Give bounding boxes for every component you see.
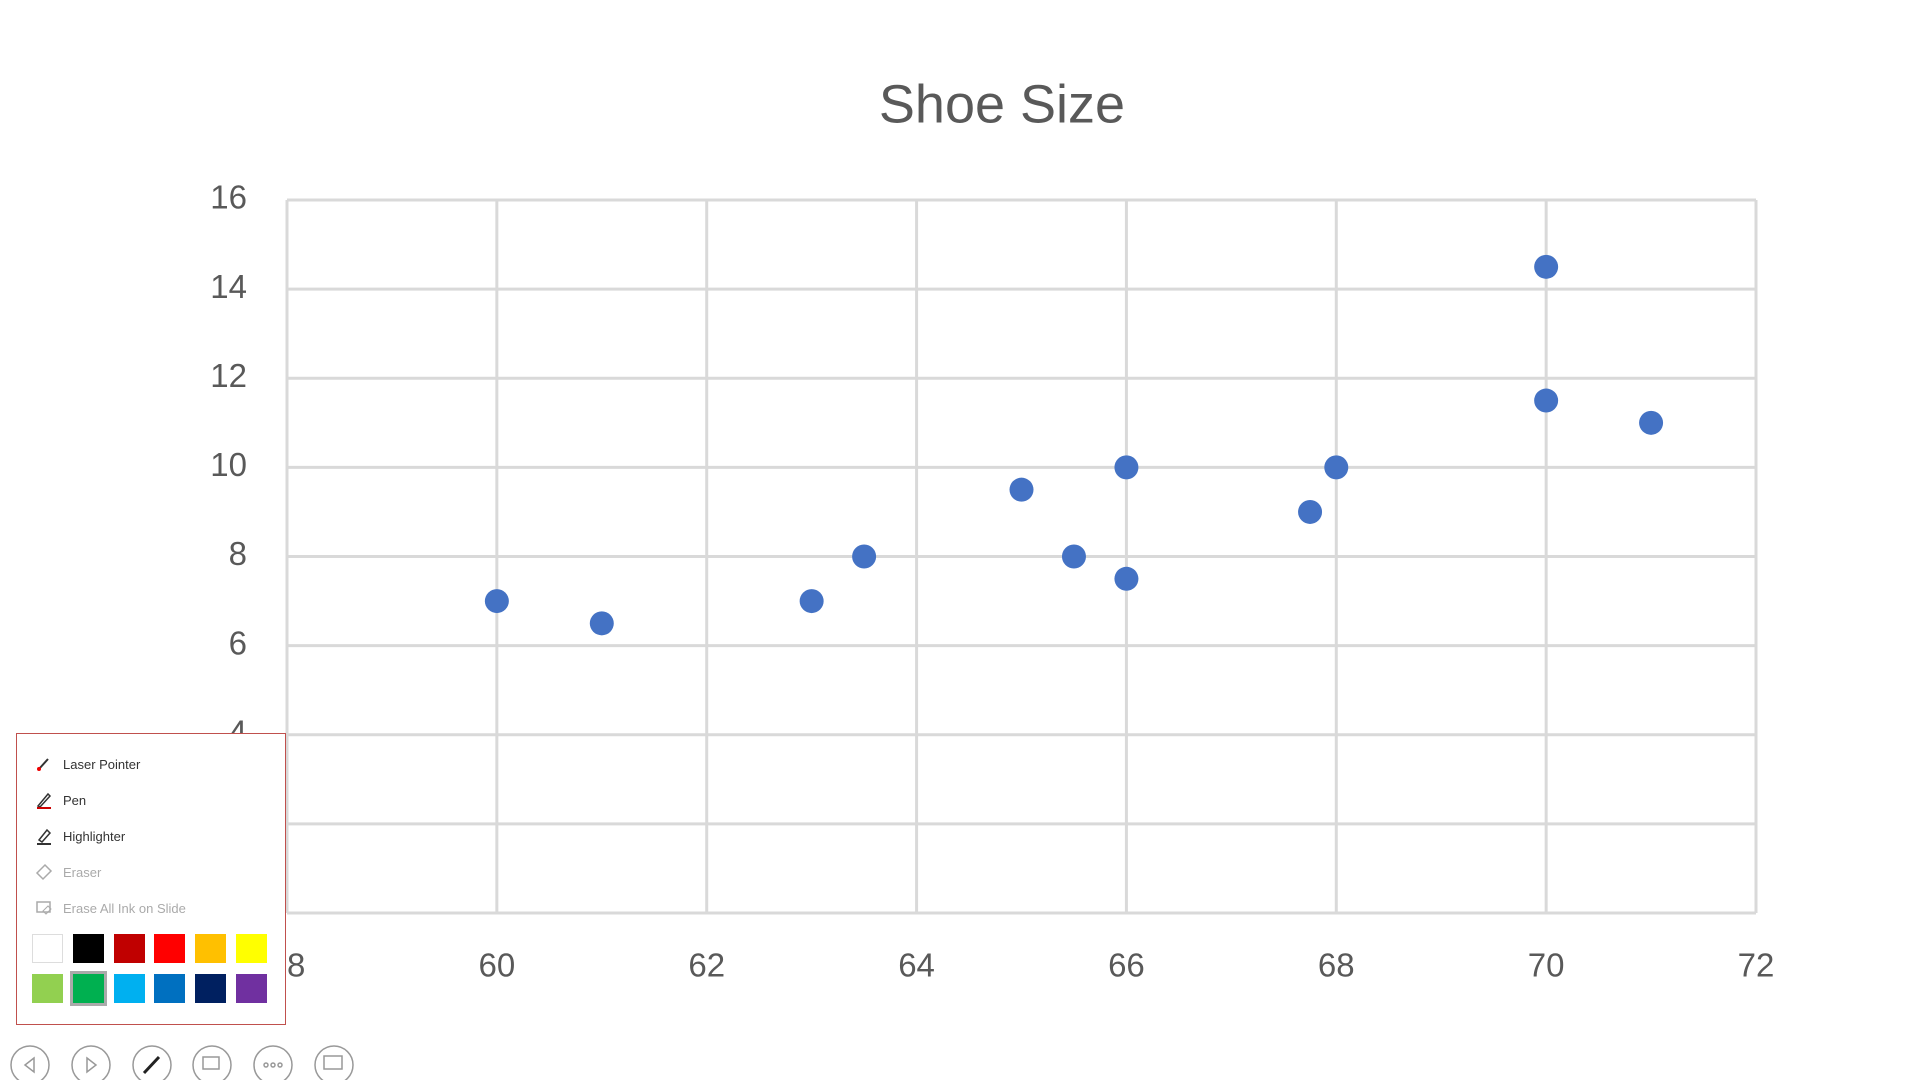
menu-item[interactable]: Highlighter: [35, 824, 125, 848]
color-swatch[interactable]: [154, 974, 185, 1003]
color-swatch[interactable]: [195, 934, 226, 963]
color-swatch[interactable]: [114, 934, 145, 963]
menu-label: Laser Pointer: [63, 756, 141, 772]
chart-title: Shoe Size: [879, 74, 1125, 134]
pointer-menu: Laser Pointer Pen Highlighter Eraser Era…: [16, 733, 286, 1025]
icon: [37, 828, 52, 845]
point: [1061, 544, 1086, 569]
y-tick-label: 8: [229, 535, 247, 572]
y-tick-label: 12: [210, 357, 247, 394]
point: [1324, 455, 1349, 480]
point: [1534, 388, 1559, 413]
y-tick-label: 16: [210, 179, 247, 216]
menu-item[interactable]: Eraser: [35, 860, 101, 884]
menu-item[interactable]: Erase All Ink on Slide: [35, 896, 186, 920]
color-swatch[interactable]: [73, 934, 104, 963]
next-button[interactable]: [71, 1045, 111, 1080]
point: [1114, 455, 1139, 480]
slideshow-toolbar: [10, 1045, 354, 1080]
pen-button[interactable]: [132, 1045, 172, 1080]
y-tick-label: 6: [229, 624, 247, 661]
point: [1639, 410, 1664, 435]
color-swatch[interactable]: [195, 974, 226, 1003]
more-button[interactable]: [253, 1045, 293, 1080]
menu-label: Pen: [63, 792, 87, 808]
x-tick-label: 72: [1738, 947, 1775, 984]
point: [852, 544, 877, 569]
end-show-button[interactable]: [314, 1045, 354, 1080]
menu-label: Highlighter: [63, 828, 126, 844]
point: [1114, 566, 1139, 591]
color-swatch[interactable]: [32, 934, 63, 963]
point: [484, 589, 509, 614]
point: [1534, 254, 1559, 279]
prev-button[interactable]: [10, 1045, 50, 1080]
point: [1009, 477, 1034, 502]
x-tick-label: 60: [478, 947, 515, 984]
icon: [37, 758, 49, 771]
color-swatch[interactable]: [236, 974, 267, 1003]
x-tick-label: 62: [688, 947, 725, 984]
color-swatch[interactable]: [114, 974, 145, 1003]
icon: [36, 901, 52, 915]
menu-item[interactable]: Laser Pointer: [35, 752, 140, 776]
menu-label: Erase All Ink on Slide: [63, 900, 186, 916]
x-tick-label: 68: [1318, 947, 1355, 984]
x-tick-label: 66: [1108, 947, 1145, 984]
color-swatch[interactable]: [236, 934, 267, 963]
color-swatch[interactable]: [70, 971, 107, 1006]
icon: [35, 863, 53, 881]
menu-label: Eraser: [63, 864, 102, 880]
x-tick-label: 70: [1528, 947, 1565, 984]
icon: [36, 792, 52, 809]
color-swatch[interactable]: [154, 934, 185, 963]
point: [589, 611, 614, 636]
point: [1298, 499, 1323, 524]
point: [799, 589, 824, 614]
menu-item[interactable]: Pen: [35, 788, 86, 812]
color-swatch[interactable]: [32, 974, 63, 1003]
y-tick-label: 10: [210, 446, 247, 483]
y-tick-label: 14: [210, 268, 247, 305]
see-all-button[interactable]: [192, 1045, 232, 1080]
x-tick-label: 64: [898, 947, 935, 984]
